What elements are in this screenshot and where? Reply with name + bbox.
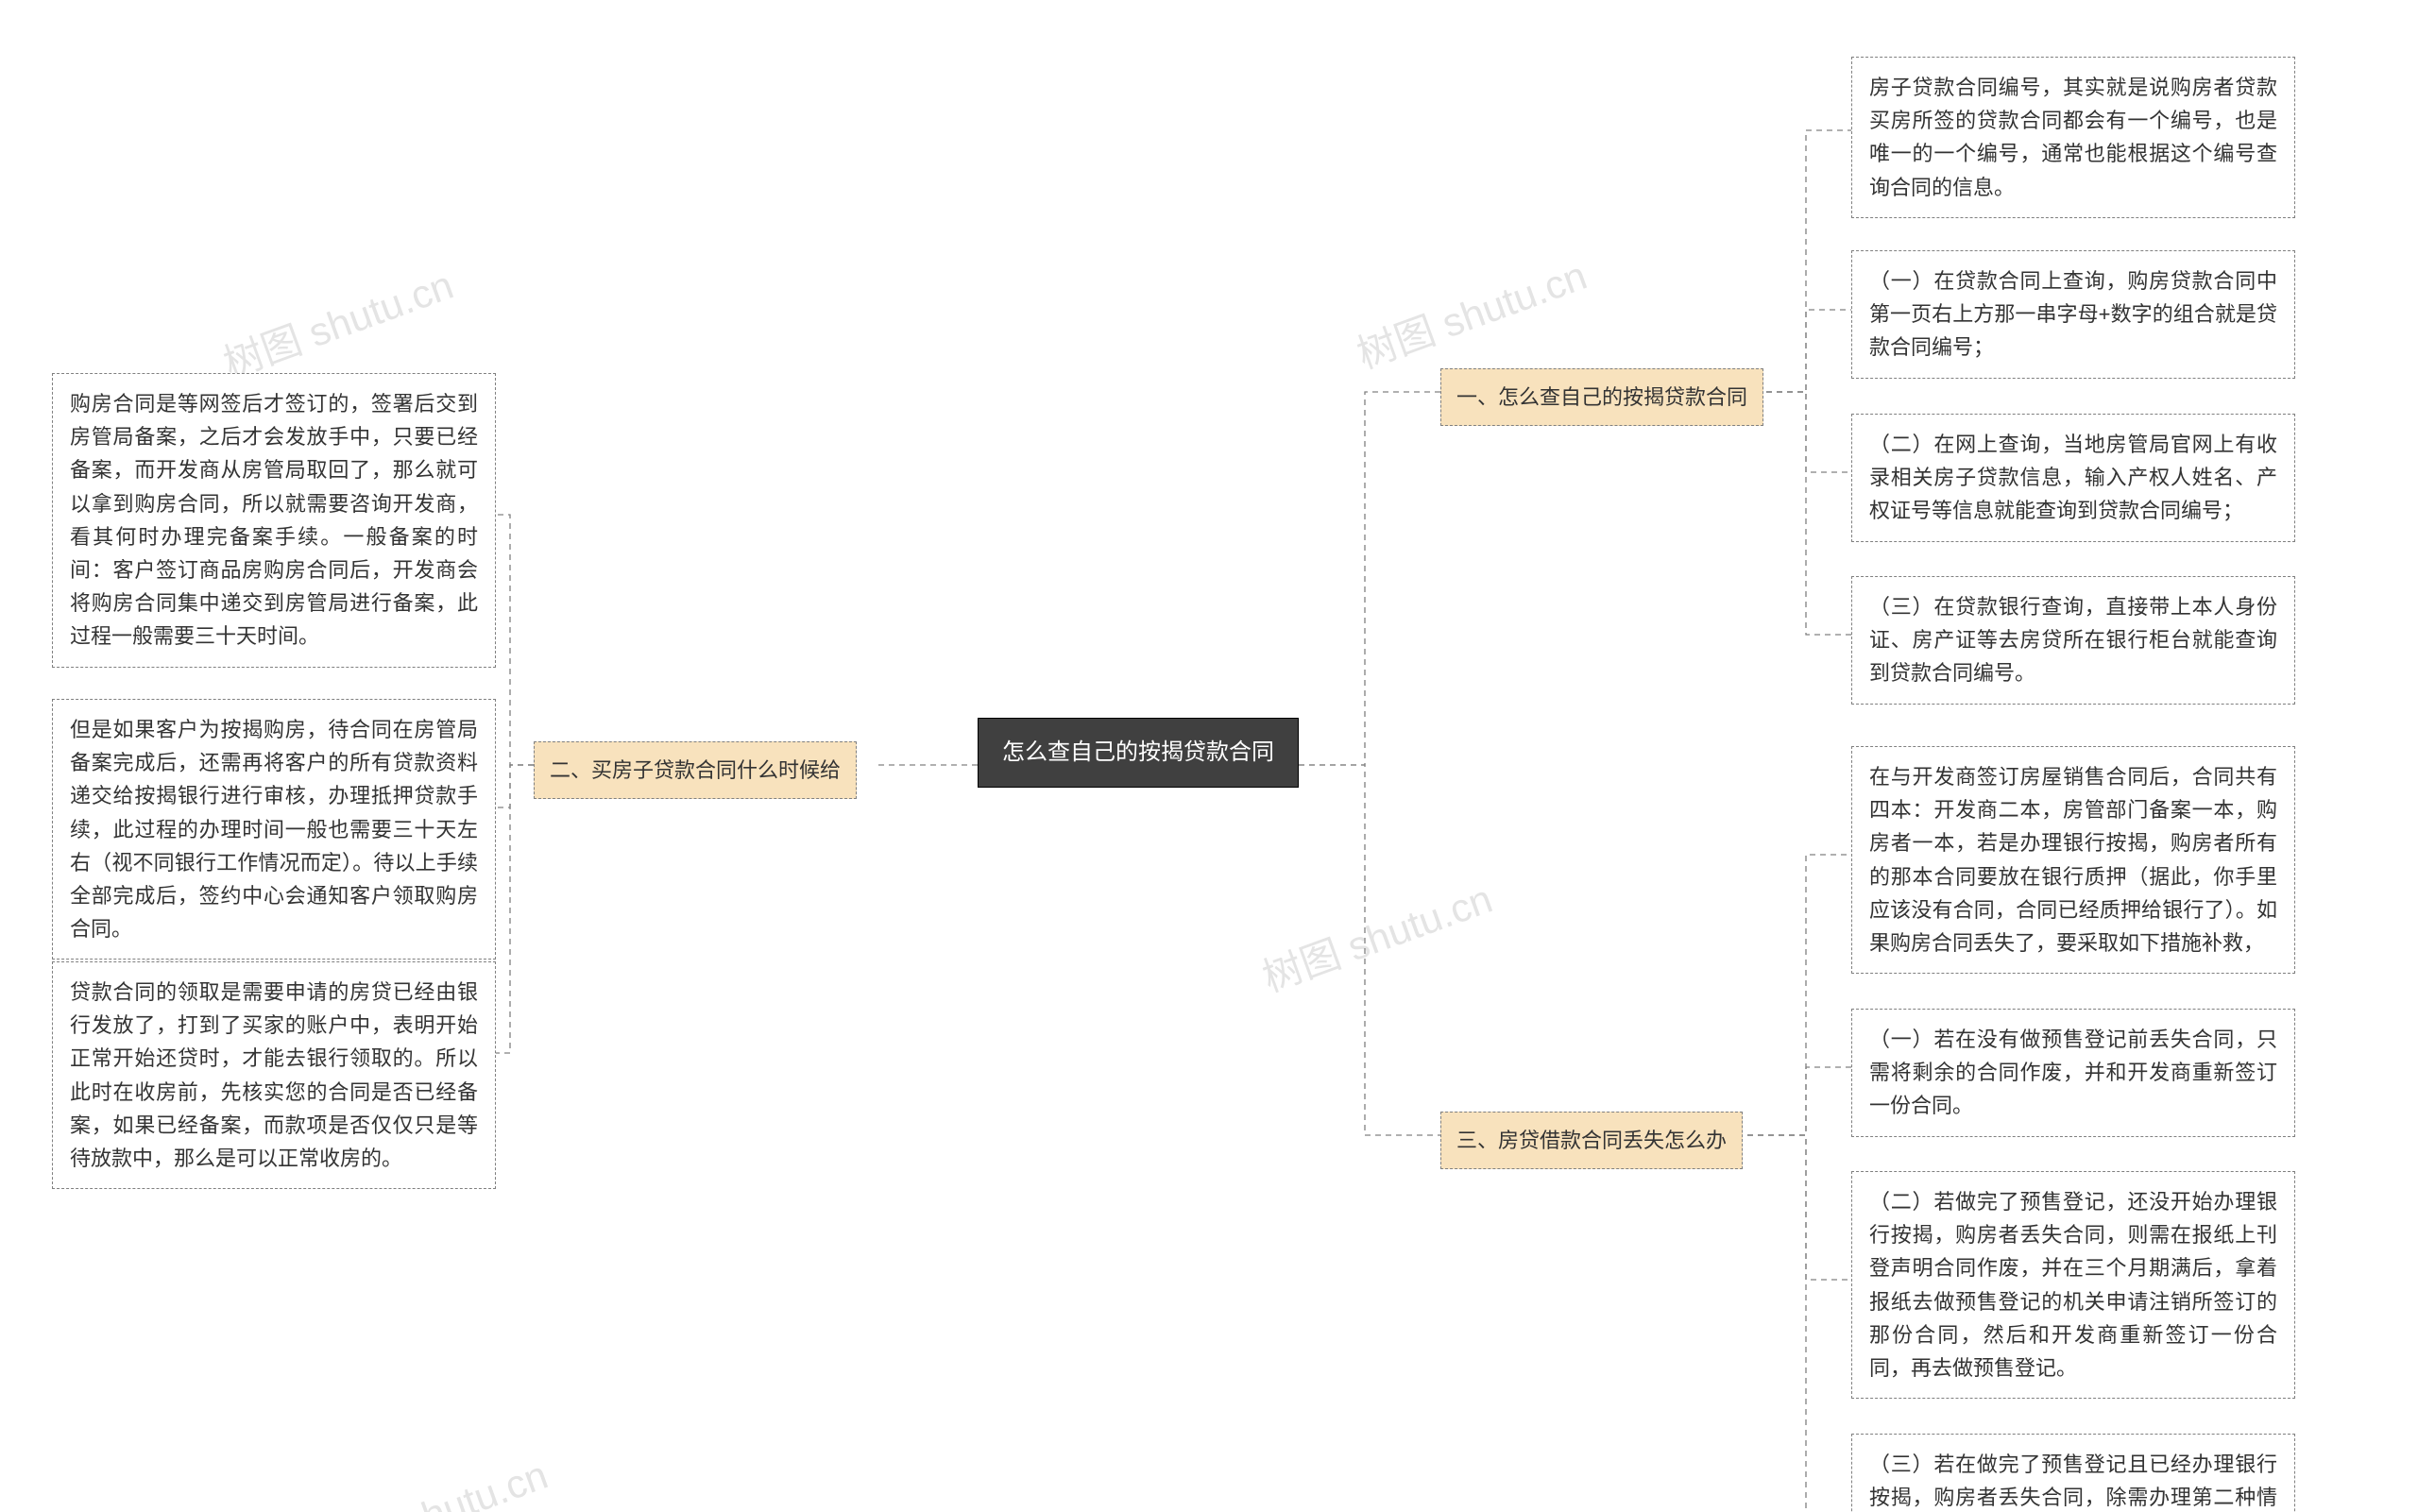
leaf-text: 在与开发商签订房屋销售合同后，合同共有四本：开发商二本，房管部门备案一本，购房者…	[1869, 765, 2277, 955]
branch-3-leaf-3: （二）若做完了预售登记，还没开始办理银行按揭，购房者丢失合同，则需在报纸上刊登声…	[1851, 1171, 2295, 1399]
branch-1-leaf-3: （二）在网上查询，当地房管局官网上有收录相关房子贷款信息，输入产权人姓名、产权证…	[1851, 414, 2295, 542]
branch-3-leaf-2: （一）若在没有做预售登记前丢失合同，只需将剩余的合同作废，并和开发商重新签订一份…	[1851, 1009, 2295, 1137]
watermark: 树图 shutu.cn	[1253, 867, 1499, 1003]
branch-1-label: 一、怎么查自己的按揭贷款合同	[1456, 385, 1747, 409]
branch-1: 一、怎么查自己的按揭贷款合同	[1440, 368, 1763, 426]
branch-2: 二、买房子贷款合同什么时候给	[534, 741, 857, 799]
branch-3: 三、房贷借款合同丢失怎么办	[1440, 1112, 1743, 1169]
branch-3-label: 三、房贷借款合同丢失怎么办	[1456, 1129, 1727, 1152]
leaf-text: 购房合同是等网签后才签订的，签署后交到房管局备案，之后才会发放手中，只要已经备案…	[70, 392, 478, 648]
leaf-text: （一）若在没有做预售登记前丢失合同，只需将剩余的合同作废，并和开发商重新签订一份…	[1869, 1028, 2277, 1117]
watermark: 树图 shutu.cn	[1348, 244, 1593, 380]
leaf-text: （三）在贷款银行查询，直接带上本人身份证、房产证等去房贷所在银行柜台就能查询到贷…	[1869, 595, 2277, 685]
leaf-text: （三）若在做完了预售登记且已经办理银行按揭，购房者丢失合同，除需办理第二种情况所…	[1869, 1453, 2277, 1512]
branch-3-leaf-4: （三）若在做完了预售登记且已经办理银行按揭，购房者丢失合同，除需办理第二种情况所…	[1851, 1434, 2295, 1512]
branch-2-leaf-2: 但是如果客户为按揭购房，待合同在房管局备案完成后，还需再将客户的所有贷款资料递交…	[52, 699, 496, 960]
branch-2-leaf-3: 贷款合同的领取是需要申请的房贷已经由银行发放了，打到了买家的账户中，表明开始正常…	[52, 961, 496, 1189]
watermark: 树图 shutu.cn	[309, 1443, 554, 1512]
leaf-text: （二）在网上查询，当地房管局官网上有收录相关房子贷款信息，输入产权人姓名、产权证…	[1869, 433, 2277, 522]
leaf-text: 房子贷款合同编号，其实就是说购房者贷款买房所签的贷款合同都会有一个编号，也是唯一…	[1869, 76, 2277, 199]
leaf-text: 但是如果客户为按揭购房，待合同在房管局备案完成后，还需再将客户的所有贷款资料递交…	[70, 718, 478, 941]
leaf-text: （二）若做完了预售登记，还没开始办理银行按揭，购房者丢失合同，则需在报纸上刊登声…	[1869, 1190, 2277, 1380]
branch-3-leaf-1: 在与开发商签订房屋销售合同后，合同共有四本：开发商二本，房管部门备案一本，购房者…	[1851, 746, 2295, 974]
branch-1-leaf-1: 房子贷款合同编号，其实就是说购房者贷款买房所签的贷款合同都会有一个编号，也是唯一…	[1851, 57, 2295, 218]
branch-2-leaf-1: 购房合同是等网签后才签订的，签署后交到房管局备案，之后才会发放手中，只要已经备案…	[52, 373, 496, 668]
leaf-text: （一）在贷款合同上查询，购房贷款合同中第一页右上方那一串字母+数字的组合就是贷款…	[1869, 269, 2277, 359]
root-text: 怎么查自己的按揭贷款合同	[1002, 739, 1274, 765]
branch-1-leaf-2: （一）在贷款合同上查询，购房贷款合同中第一页右上方那一串字母+数字的组合就是贷款…	[1851, 250, 2295, 379]
leaf-text: 贷款合同的领取是需要申请的房贷已经由银行发放了，打到了买家的账户中，表明开始正常…	[70, 980, 478, 1170]
watermark: 树图 shutu.cn	[214, 253, 460, 389]
branch-2-label: 二、买房子贷款合同什么时候给	[550, 758, 841, 782]
mindmap-root: 怎么查自己的按揭贷款合同	[978, 718, 1299, 788]
branch-1-leaf-4: （三）在贷款银行查询，直接带上本人身份证、房产证等去房贷所在银行柜台就能查询到贷…	[1851, 576, 2295, 705]
